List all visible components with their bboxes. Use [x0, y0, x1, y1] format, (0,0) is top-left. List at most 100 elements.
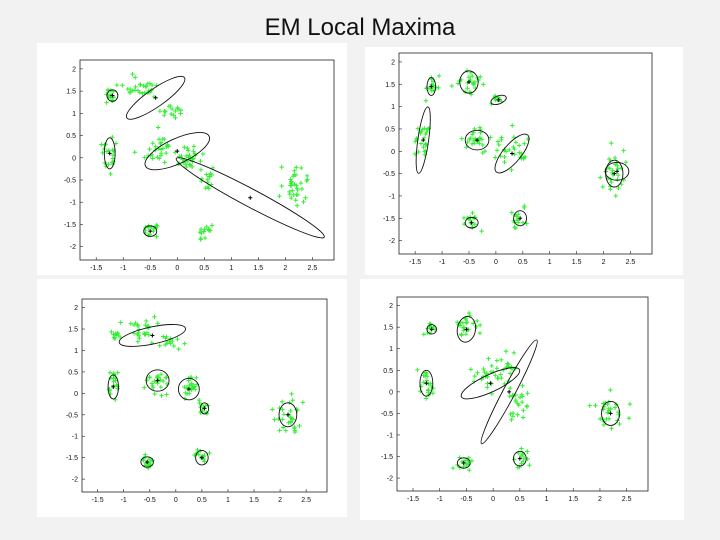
data-point	[521, 408, 526, 413]
data-point	[615, 166, 621, 171]
data-point	[150, 385, 156, 391]
x-tick-label: 1	[226, 497, 230, 504]
data-point	[177, 154, 182, 159]
y-tick-label: 2	[391, 59, 395, 66]
data-point	[175, 105, 180, 110]
plot-area	[412, 68, 630, 234]
data-point	[146, 225, 151, 231]
x-tick-label: -1.5	[409, 259, 421, 266]
data-point	[280, 407, 285, 412]
data-point	[421, 380, 426, 385]
data-point	[626, 416, 632, 421]
data-point	[288, 177, 293, 182]
gaussian-ellipse	[464, 129, 490, 151]
data-point	[482, 369, 487, 375]
data-point	[109, 329, 114, 335]
data-point	[185, 145, 190, 151]
gaussian-ellipse	[459, 70, 479, 94]
data-point	[163, 109, 168, 114]
gaussian-ellipse	[145, 369, 170, 392]
data-point	[479, 228, 484, 234]
gaussian-ellipse	[604, 161, 630, 181]
data-point	[192, 387, 198, 392]
data-point	[290, 398, 295, 403]
axes-frame	[396, 296, 649, 492]
data-point	[194, 375, 199, 380]
data-point	[199, 230, 204, 236]
data-point	[155, 223, 160, 229]
x-tick-label: -1.5	[407, 496, 419, 503]
gaussian-ellipse	[426, 77, 437, 96]
data-point	[413, 139, 418, 144]
gaussian-ellipse	[278, 402, 298, 428]
data-point	[178, 111, 183, 116]
data-point	[162, 113, 167, 118]
data-point	[507, 371, 513, 376]
data-point	[113, 141, 119, 146]
data-point	[502, 159, 507, 165]
y-tick-label: 0.5	[66, 133, 76, 140]
data-point	[204, 172, 209, 177]
x-tick-label: 2	[602, 259, 606, 266]
gaussian-ellipse	[199, 402, 210, 415]
data-point	[140, 91, 145, 96]
data-point	[472, 222, 478, 227]
cluster-center	[608, 411, 613, 416]
data-point	[423, 396, 429, 401]
y-tick-label: -0.5	[381, 411, 393, 418]
slide-title: EM Local Maxima	[264, 14, 456, 41]
data-point	[105, 87, 111, 92]
data-point	[503, 149, 509, 154]
data-point	[468, 136, 473, 141]
cluster-center	[615, 169, 620, 174]
x-tick-label: 0.5	[199, 265, 209, 272]
data-point	[517, 395, 523, 400]
data-point	[127, 89, 133, 94]
gaussian-ellipse	[464, 216, 479, 229]
data-point	[299, 165, 304, 171]
data-point	[152, 314, 157, 320]
data-point	[171, 112, 176, 118]
data-point	[436, 73, 442, 79]
data-point	[512, 225, 517, 230]
data-point	[182, 145, 187, 150]
y-tick-label: -0.5	[66, 412, 78, 419]
data-point	[176, 346, 181, 352]
cluster-center	[464, 327, 469, 332]
x-tick-label: 2.5	[308, 265, 318, 272]
data-point	[463, 462, 469, 468]
data-point	[141, 330, 147, 336]
data-point	[209, 223, 215, 228]
data-point	[512, 457, 517, 462]
data-point	[293, 198, 298, 203]
data-point	[118, 320, 123, 325]
data-point	[152, 391, 157, 397]
y-tick-label: -1.5	[381, 454, 393, 461]
y-tick-label: -2	[70, 244, 76, 251]
x-tick-label: 1	[548, 259, 552, 266]
data-point	[608, 387, 613, 393]
data-point	[600, 401, 606, 406]
data-point	[104, 92, 109, 97]
data-point	[292, 428, 298, 433]
data-point	[606, 156, 612, 162]
data-point	[425, 374, 430, 379]
x-tick-label: 0	[175, 265, 179, 272]
data-point	[519, 461, 524, 466]
scatter-plot-1: -1.5 -1 -0.5 0 0.5 1 1.5 2 2.5 2 1.5 1 0.5 0 -0.5 -1 -1.…	[64, 59, 335, 272]
data-point	[115, 386, 120, 391]
y-tick-label: 2	[74, 305, 78, 312]
data-point	[474, 324, 479, 330]
data-point	[464, 145, 469, 150]
data-point	[171, 343, 177, 349]
gaussian-ellipse	[143, 225, 158, 237]
x-tick-label: 2.5	[622, 496, 632, 503]
data-point	[303, 195, 308, 200]
data-point	[160, 136, 165, 142]
data-point	[615, 177, 620, 182]
data-point	[467, 467, 472, 473]
cluster-center	[145, 459, 150, 464]
data-point	[114, 331, 120, 337]
data-point	[136, 333, 142, 338]
data-point	[299, 186, 305, 192]
